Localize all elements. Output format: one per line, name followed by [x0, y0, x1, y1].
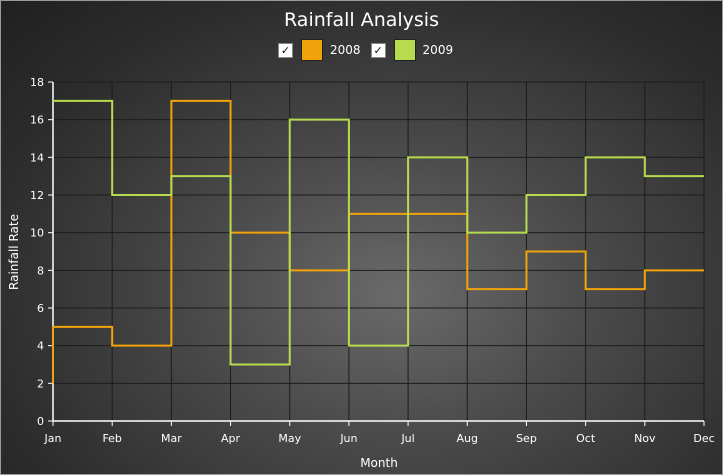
series-layer: [52, 99, 704, 384]
legend: ✓ 2008 ✓ 2009: [278, 38, 463, 62]
legend-item-2008[interactable]: ✓ 2008: [278, 39, 361, 61]
y-tick-label: 10: [30, 227, 44, 240]
x-tick-label: Mar: [161, 432, 182, 445]
x-tick-label: Nov: [634, 432, 656, 445]
chart-title: Rainfall Analysis: [284, 9, 439, 31]
x-axis-title: Month: [360, 456, 398, 470]
legend-label-2008: 2008: [330, 43, 361, 57]
x-tick-label: Aug: [457, 432, 478, 445]
grid: [53, 81, 705, 421]
series-line-2008: [52, 99, 704, 384]
y-tick-label: 6: [37, 302, 44, 315]
x-tick-label: Feb: [102, 432, 121, 445]
x-tick-label: Jul: [400, 432, 414, 445]
x-tick-label: Oct: [576, 432, 596, 445]
y-tick-label: 18: [30, 76, 44, 89]
legend-checkbox-2008[interactable]: ✓: [278, 42, 293, 58]
x-tick-label: Jan: [44, 432, 62, 445]
x-tick-label: Dec: [693, 432, 714, 445]
x-tick-label: Sep: [516, 432, 537, 445]
legend-swatch-2009: [393, 39, 416, 61]
y-tick-label: 16: [30, 114, 44, 127]
y-tick-label: 12: [30, 189, 44, 202]
legend-swatch-2008: [301, 39, 323, 61]
x-tick-label: Jun: [339, 432, 357, 445]
series-line-2009: [53, 99, 704, 366]
y-axis-title: Rainfall Rate: [7, 214, 21, 290]
tick-labels: 0 2 4 6 8 10 12 14 16 18 Jan Feb Mar Apr May Jun Jul Aug S…: [30, 76, 715, 445]
legend-label-2009: 2009: [422, 43, 454, 57]
y-tick-label: 2: [37, 377, 44, 390]
legend-item-2009[interactable]: ✓ 2009: [370, 39, 454, 61]
axes: [48, 81, 705, 426]
y-tick-label: 0: [37, 415, 44, 428]
x-tick-label: May: [278, 432, 301, 445]
y-tick-label: 14: [30, 151, 44, 164]
y-tick-label: 8: [37, 264, 44, 277]
x-tick-label: Apr: [221, 432, 241, 445]
legend-checkbox-2009[interactable]: ✓: [370, 42, 386, 58]
y-tick-label: 4: [37, 340, 44, 353]
